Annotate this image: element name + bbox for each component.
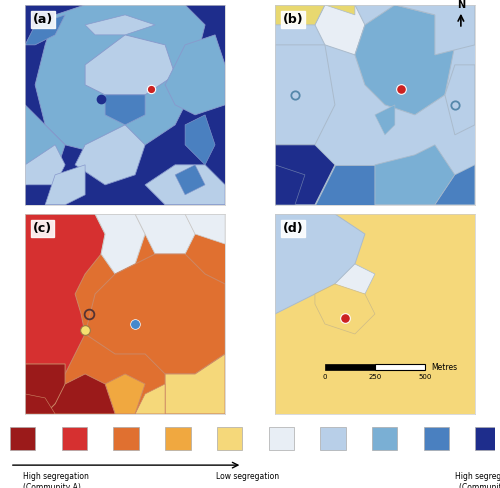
- Text: 500: 500: [418, 374, 432, 380]
- Polygon shape: [315, 5, 365, 55]
- Bar: [325, 365, 375, 370]
- Bar: [372, 427, 398, 450]
- Polygon shape: [165, 354, 225, 414]
- Polygon shape: [75, 125, 145, 185]
- Text: N: N: [457, 0, 465, 10]
- Polygon shape: [185, 115, 215, 165]
- Polygon shape: [95, 214, 145, 274]
- Polygon shape: [45, 165, 85, 205]
- Polygon shape: [185, 214, 225, 244]
- Bar: [217, 427, 242, 450]
- Bar: [424, 427, 449, 450]
- Polygon shape: [395, 5, 475, 55]
- Bar: [62, 427, 87, 450]
- Text: Low segregation: Low segregation: [216, 472, 278, 481]
- Polygon shape: [25, 394, 55, 414]
- Polygon shape: [315, 284, 375, 334]
- Polygon shape: [175, 165, 205, 195]
- Text: (c): (c): [33, 222, 52, 235]
- Bar: [320, 427, 345, 450]
- Polygon shape: [35, 5, 205, 155]
- Polygon shape: [25, 145, 65, 185]
- Polygon shape: [335, 264, 375, 294]
- Text: (b): (b): [283, 13, 304, 26]
- Polygon shape: [275, 5, 325, 25]
- Polygon shape: [435, 165, 475, 205]
- Bar: [114, 427, 139, 450]
- Polygon shape: [105, 374, 145, 414]
- Polygon shape: [135, 214, 195, 254]
- Polygon shape: [165, 35, 225, 115]
- Polygon shape: [275, 165, 305, 205]
- Polygon shape: [375, 105, 395, 135]
- Polygon shape: [375, 145, 455, 205]
- Polygon shape: [135, 384, 165, 414]
- Polygon shape: [85, 35, 175, 95]
- Polygon shape: [45, 374, 115, 414]
- Polygon shape: [25, 214, 105, 374]
- Text: Metres: Metres: [431, 363, 457, 372]
- Bar: [476, 427, 500, 450]
- Polygon shape: [25, 105, 65, 185]
- Text: High segregation
(Community A): High segregation (Community A): [22, 472, 88, 488]
- Polygon shape: [105, 95, 145, 125]
- Polygon shape: [25, 364, 65, 414]
- Polygon shape: [325, 5, 355, 15]
- Bar: [375, 365, 425, 370]
- Polygon shape: [275, 45, 335, 145]
- Bar: [10, 427, 36, 450]
- Text: (d): (d): [283, 222, 304, 235]
- Polygon shape: [25, 15, 65, 45]
- Polygon shape: [445, 65, 475, 135]
- Polygon shape: [145, 165, 225, 205]
- Text: 250: 250: [368, 374, 382, 380]
- Text: High segregation
(Community B): High segregation (Community B): [455, 472, 500, 488]
- Bar: [268, 427, 294, 450]
- Bar: [165, 427, 190, 450]
- Text: 0: 0: [322, 374, 327, 380]
- Polygon shape: [315, 165, 375, 205]
- Polygon shape: [275, 214, 365, 314]
- Text: (a): (a): [33, 13, 54, 26]
- Polygon shape: [275, 145, 335, 205]
- Polygon shape: [85, 15, 155, 35]
- Polygon shape: [355, 5, 455, 115]
- Polygon shape: [85, 254, 225, 374]
